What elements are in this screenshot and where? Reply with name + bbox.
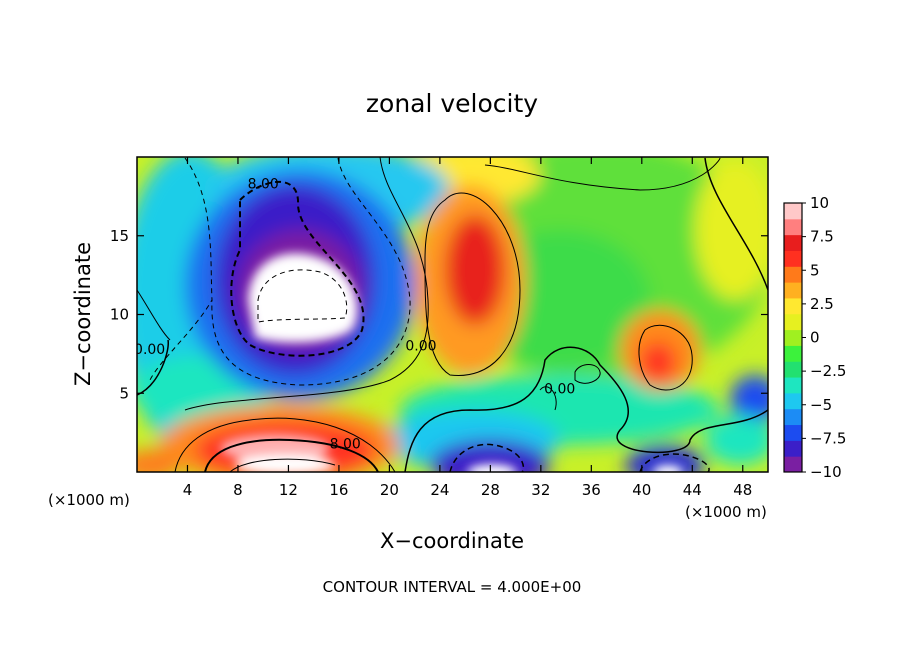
- contour-line-zero-left: [149, 157, 213, 381]
- contour-label: 8.00: [248, 177, 279, 193]
- x-tick-label: 12: [279, 481, 298, 499]
- colorbar-swatch: [784, 313, 802, 331]
- colorbar-swatch: [784, 345, 802, 362]
- x-unit-left: (×1000 m): [48, 491, 130, 509]
- field-region-white-bottom28: [467, 464, 517, 472]
- x-tick-label: 44: [683, 481, 702, 499]
- contour-interval-note: CONTOUR INTERVAL = 4.000E+00: [323, 578, 582, 596]
- colorbar-tick-label: −5: [810, 396, 832, 414]
- contour-label: 0.00: [544, 381, 575, 397]
- field-region-yellow-right: [695, 160, 768, 300]
- colorbar-swatch: [784, 266, 802, 283]
- contour-line-minus4-bottom: [449, 443, 525, 472]
- colorbar-tick-label: −7.5: [810, 429, 846, 447]
- colorbar-swatch: [784, 297, 802, 315]
- colorbar-swatch: [784, 440, 802, 457]
- contour-line-inner-core: [257, 269, 348, 323]
- x-tick-label: 48: [733, 481, 752, 499]
- contour-line-plus-blob: [424, 192, 521, 377]
- field-region-blue-rightedge: [730, 375, 768, 425]
- x-tick-label: 36: [582, 481, 601, 499]
- field-region-red-blob: [445, 215, 505, 325]
- contour-label: 8.00: [330, 436, 361, 452]
- colorbar-swatch: [784, 408, 802, 426]
- contour-labels: 8.00 0.00 0.00 0.00 8.00: [134, 177, 575, 453]
- field-region-blue-bottom: [430, 440, 550, 472]
- x-tick-label: 8: [233, 481, 243, 499]
- colorbar-swatch: [784, 377, 802, 394]
- y-axis: 5 10 15: [110, 227, 768, 402]
- contour-line-plus4-lowleft: [174, 417, 396, 472]
- x-tick-label: 28: [481, 481, 500, 499]
- colorbar-swatch: [784, 456, 802, 473]
- field-region-orange-corner: [137, 450, 180, 472]
- contour-line-plus4-right: [638, 324, 693, 391]
- contour-line-minus8: [230, 180, 365, 357]
- colorbar-swatch: [784, 392, 802, 410]
- y-tick-label: 15: [110, 227, 129, 245]
- colorbar-swatch: [784, 250, 802, 267]
- field-region-white-bottom42: [653, 465, 683, 472]
- contour-line-plus12-lowleft: [229, 458, 336, 472]
- contour-line-zero-lower: [404, 346, 768, 472]
- colorbar-swatch: [784, 218, 802, 236]
- x-axis-title: X−coordinate: [380, 529, 524, 553]
- x-axis: 4 8 12 16 20 24 28 32 36 40 44 48: [183, 157, 752, 499]
- x-unit-right: (×1000 m): [685, 503, 767, 521]
- x-tick-label: 20: [380, 481, 399, 499]
- colorbar-swatch: [784, 329, 802, 346]
- contour-line-zero-top: [484, 157, 721, 191]
- colorbar-tick-label: 0: [810, 329, 820, 347]
- contour-line-zero-patch: [574, 364, 601, 384]
- contour-line-zero-leftedge: [137, 289, 171, 341]
- x-tick-label: 16: [329, 481, 348, 499]
- colorbar-tick-label: −10: [810, 463, 842, 481]
- x-tick-label: 40: [632, 481, 651, 499]
- colorbar-tick-label: −2.5: [810, 362, 846, 380]
- contour-line-zero-right: [704, 157, 768, 291]
- x-tick-label: 4: [183, 481, 193, 499]
- colorbar-tick-label: 10: [810, 194, 829, 212]
- plot-area: 8.00 0.00 0.00 0.00 8.00: [134, 157, 768, 472]
- contour-line-minus4-right: [639, 453, 710, 472]
- contour-line-plus8-lowleft: [204, 438, 379, 472]
- contour-lines: [137, 157, 768, 472]
- y-tick-label: 10: [110, 306, 129, 324]
- colorbar-swatch: [784, 424, 802, 441]
- colorbar-tick-label: 7.5: [810, 228, 834, 246]
- field-region-cyan-rightbottom: [705, 415, 768, 465]
- contour-line-zero-small: [539, 386, 557, 411]
- colorbar-swatch: [784, 282, 802, 299]
- chart-title: zonal velocity: [366, 89, 538, 118]
- y-axis-title: Z−coordinate: [71, 242, 95, 386]
- colorbar-swatch: [784, 234, 802, 251]
- contour-label: 0.00: [134, 342, 165, 358]
- contour-label: 0.00: [405, 339, 436, 355]
- x-tick-label: 32: [531, 481, 550, 499]
- x-tick-label: 24: [430, 481, 449, 499]
- colorbar: 10 7.5 5 2.5 0 −2.5 −5 −7.5 −10: [783, 194, 846, 481]
- field-region-white-lowleft: [235, 455, 335, 472]
- colorbar-tick-label: 2.5: [810, 295, 834, 313]
- colorbar-swatch: [784, 361, 802, 378]
- field-region-red-right: [640, 342, 676, 382]
- contour-line-zero-farleft: [137, 339, 169, 396]
- colorbar-swatch: [784, 203, 802, 220]
- contour-line-zero-center: [184, 157, 429, 411]
- y-tick-label: 5: [119, 384, 129, 402]
- colorbar-tick-label: 5: [810, 261, 820, 279]
